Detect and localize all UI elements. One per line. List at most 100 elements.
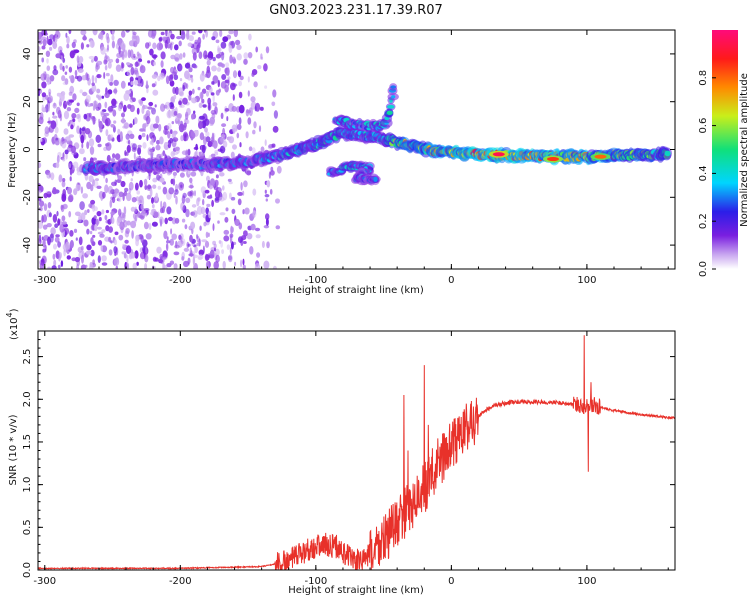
spectrogram-noise-speck [166, 240, 171, 244]
spectrogram-noise-speck [105, 129, 109, 137]
spectrogram-noise-speck [227, 76, 231, 80]
spectrogram-noise-speck [195, 143, 198, 151]
spectrogram-noise-speck [191, 204, 197, 208]
spectrogram-noise-speck [61, 75, 66, 82]
spectrogram-noise-speck [121, 112, 125, 118]
spectrogram-noise-speck [213, 261, 219, 269]
spectrogram-noise-speck [166, 236, 169, 241]
spectrogram-noise-speck [76, 102, 80, 107]
spectrogram-noise-speck [188, 94, 192, 101]
spectrogram-noise-speck [204, 127, 208, 133]
spectrogram-noise-speck [190, 130, 195, 137]
spectrogram-noise-speck [260, 146, 265, 153]
spectrogram-noise-speck [92, 203, 96, 212]
spectrogram-noise-speck [117, 104, 122, 112]
spectrogram-noise-speck [188, 185, 194, 189]
spectrogram-noise-speck [136, 190, 140, 195]
spectrogram-noise-speck [125, 192, 132, 202]
spectrogram-noise-speck [101, 209, 105, 215]
spectrogram-noise-speck [250, 223, 256, 231]
spectrogram-noise-speck [211, 36, 216, 41]
spectrogram-noise-speck [167, 122, 172, 131]
spectrogram-noise-speck [276, 165, 282, 174]
spectrogram-noise-speck [156, 42, 163, 51]
spectrogram-noise-speck [48, 88, 52, 95]
spectrogram-noise-speck [118, 191, 124, 198]
spectrogram-noise-speck [57, 241, 61, 248]
spectrogram-noise-speck [42, 248, 47, 253]
spectrogram-noise-speck [236, 44, 242, 51]
spectrogram-noise-speck [255, 234, 261, 239]
spectrogram-noise-speck [166, 44, 171, 49]
spectrogram-rising-branch-core [390, 85, 397, 89]
spectrogram-noise-speck [39, 262, 45, 269]
spectrogram-noise-speck [248, 146, 253, 152]
spectrogram-noise-speck [170, 33, 175, 40]
spectrogram-noise-speck [172, 178, 176, 186]
spectrogram-noise-speck [237, 191, 244, 196]
x-tick-label: -100 [304, 576, 327, 587]
spectrogram-noise-speck [179, 53, 183, 60]
spectrogram-noise-speck [113, 120, 117, 124]
spectrogram-noise-speck [52, 102, 57, 109]
spectrogram-noise-speck [215, 254, 220, 263]
spectrogram-noise-speck [208, 104, 211, 111]
spectrogram-noise-speck [105, 209, 109, 214]
x-tick-label: -200 [169, 576, 192, 587]
spectrogram-noise-speck [80, 30, 87, 36]
spectrogram-noise-speck [239, 75, 244, 81]
spectrogram-noise-speck [230, 151, 235, 159]
spectrogram-noise-speck [196, 242, 201, 247]
spectrogram-noise-speck [96, 211, 102, 217]
spectrogram-noise-speck [134, 61, 139, 67]
spectrogram-noise-speck [201, 239, 208, 243]
spectrogram-noise-speck [111, 217, 115, 224]
spectrogram-noise-speck [130, 178, 133, 182]
spectrogram-noise-speck [48, 95, 54, 103]
spectrogram-noise-speck [204, 189, 210, 194]
spectrogram-noise-speck [126, 220, 131, 226]
spectrogram-noise-speck [212, 56, 216, 62]
spectrogram-noise-speck [265, 198, 268, 202]
spectrogram-noise-speck [42, 214, 47, 223]
spectrogram-noise-speck [135, 72, 140, 78]
spectrogram-noise-speck [148, 101, 154, 107]
x-tick-label: -300 [33, 576, 56, 587]
spectrogram-noise-speck [136, 51, 140, 57]
spectrogram-noise-speck [127, 104, 132, 109]
spectrogram-noise-speck [264, 189, 267, 194]
spectrogram-noise-speck [91, 59, 94, 63]
spectrogram-noise-speck [39, 206, 43, 212]
spectrogram-noise-speck [41, 236, 44, 241]
spectrogram-noise-speck [203, 136, 207, 146]
spectrogram-noise-speck [47, 120, 53, 124]
spectrogram-noise-speck [83, 113, 88, 120]
spectrogram-noise-speck [133, 152, 136, 160]
spectrogram-noise-speck [227, 178, 232, 182]
spectrogram-noise-speck [259, 106, 264, 111]
spectrogram-noise-speck [211, 81, 215, 85]
spectrogram-noise-speck [132, 213, 137, 219]
y-tick-label: 0.5 [22, 519, 33, 535]
spectrogram-noise-speck [139, 179, 143, 188]
spectrogram-noise-speck [105, 143, 110, 147]
spectrogram-rising-branch-core [391, 95, 396, 99]
spectrogram-noise-speck [141, 132, 146, 138]
spectrogram-noise-speck [111, 40, 115, 49]
spectrogram-noise-speck [249, 246, 254, 255]
spectrogram-noise-speck [105, 177, 108, 184]
spectrogram-noise-speck [69, 99, 74, 103]
spectrogram-noise-speck [193, 65, 198, 69]
spectrogram-noise-speck [198, 102, 203, 109]
spectrogram-noise-speck [97, 240, 103, 246]
spectrogram-noise-speck [55, 162, 60, 169]
spectrogram-noise-speck [174, 244, 180, 249]
spectrogram-noise-speck [193, 41, 199, 50]
spectrogram-noise-speck [118, 45, 121, 54]
spectrogram-noise-speck [72, 165, 75, 170]
spectrogram-noise-speck [58, 174, 63, 183]
spectrogram-noise-speck [219, 212, 226, 216]
spectrogram-noise-speck [48, 125, 55, 133]
spectrogram-noise-speck [113, 246, 118, 254]
spectrogram-noise-speck [180, 184, 183, 188]
